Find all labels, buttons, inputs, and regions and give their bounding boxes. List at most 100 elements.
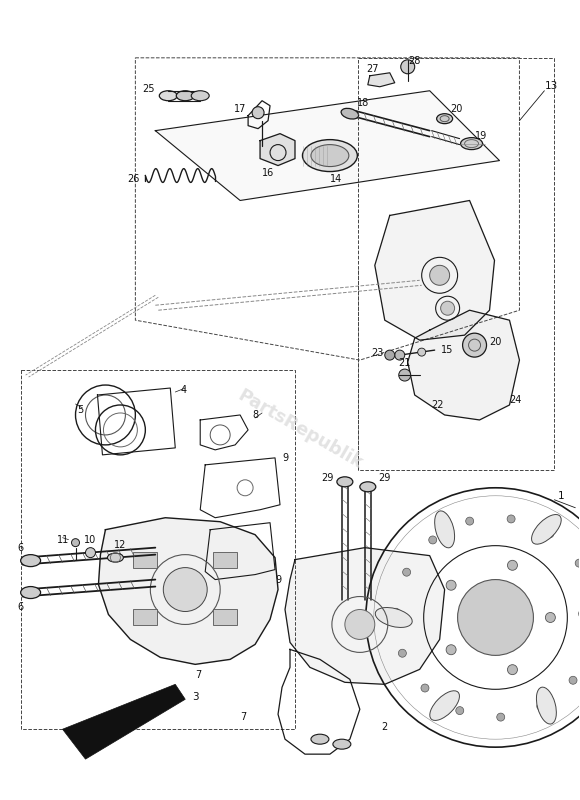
- Text: 26: 26: [127, 174, 140, 183]
- Text: 29: 29: [322, 473, 334, 483]
- Circle shape: [545, 613, 556, 622]
- Circle shape: [575, 559, 580, 567]
- Text: 24: 24: [509, 395, 521, 405]
- Ellipse shape: [303, 140, 357, 171]
- Polygon shape: [63, 684, 185, 759]
- Ellipse shape: [191, 90, 209, 101]
- Text: 1: 1: [558, 490, 565, 501]
- Circle shape: [71, 538, 79, 546]
- Ellipse shape: [437, 114, 452, 124]
- Text: 29: 29: [379, 473, 391, 483]
- Text: 10: 10: [84, 534, 97, 545]
- Ellipse shape: [107, 553, 124, 562]
- Text: 2: 2: [382, 722, 388, 732]
- Circle shape: [569, 676, 577, 684]
- Polygon shape: [213, 552, 237, 567]
- Circle shape: [421, 684, 429, 692]
- Text: 15: 15: [441, 345, 454, 355]
- Text: 19: 19: [476, 130, 488, 141]
- Circle shape: [398, 650, 407, 658]
- Text: 5: 5: [77, 405, 84, 415]
- Polygon shape: [99, 518, 278, 664]
- Text: 6: 6: [17, 602, 24, 611]
- Text: 27: 27: [367, 64, 379, 74]
- Circle shape: [507, 515, 515, 523]
- Circle shape: [430, 266, 450, 286]
- Circle shape: [418, 348, 426, 356]
- Ellipse shape: [536, 687, 556, 724]
- Circle shape: [446, 645, 456, 654]
- Text: 17: 17: [234, 104, 246, 114]
- Ellipse shape: [333, 739, 351, 749]
- Ellipse shape: [375, 607, 412, 627]
- Circle shape: [508, 560, 517, 570]
- Circle shape: [496, 713, 505, 721]
- Ellipse shape: [176, 90, 194, 101]
- Circle shape: [392, 608, 400, 616]
- Circle shape: [401, 60, 415, 74]
- Ellipse shape: [311, 734, 329, 744]
- Polygon shape: [155, 90, 499, 201]
- Text: 9: 9: [282, 453, 288, 463]
- Polygon shape: [285, 548, 445, 684]
- Text: 9: 9: [275, 574, 281, 585]
- Ellipse shape: [579, 607, 580, 627]
- Ellipse shape: [160, 90, 177, 101]
- Text: 7: 7: [195, 670, 201, 680]
- Ellipse shape: [337, 477, 353, 486]
- Circle shape: [537, 702, 545, 710]
- Circle shape: [446, 580, 456, 590]
- Ellipse shape: [21, 554, 41, 566]
- Circle shape: [458, 579, 534, 655]
- Polygon shape: [375, 201, 495, 340]
- Text: 13: 13: [545, 81, 558, 90]
- Text: 25: 25: [142, 84, 155, 94]
- Circle shape: [463, 333, 487, 357]
- Text: 22: 22: [432, 400, 444, 410]
- Circle shape: [398, 369, 411, 381]
- Circle shape: [345, 610, 375, 639]
- Polygon shape: [408, 310, 520, 420]
- Text: 12: 12: [114, 540, 126, 550]
- Circle shape: [546, 530, 554, 538]
- Ellipse shape: [341, 108, 358, 119]
- Polygon shape: [213, 610, 237, 626]
- Ellipse shape: [434, 511, 455, 548]
- Text: 20: 20: [490, 337, 502, 347]
- Text: 28: 28: [408, 56, 421, 66]
- Circle shape: [385, 350, 395, 360]
- Text: 7: 7: [240, 712, 246, 722]
- Circle shape: [403, 568, 411, 576]
- Text: 3: 3: [192, 692, 198, 702]
- Text: 8: 8: [252, 410, 258, 420]
- Circle shape: [466, 517, 474, 525]
- Text: 21: 21: [398, 358, 411, 368]
- Text: PartsRepublik: PartsRepublik: [234, 386, 366, 473]
- Polygon shape: [260, 134, 295, 166]
- Circle shape: [252, 106, 264, 118]
- Circle shape: [164, 567, 207, 611]
- Text: 4: 4: [180, 385, 186, 395]
- Ellipse shape: [311, 145, 349, 166]
- Text: 16: 16: [262, 167, 274, 178]
- Circle shape: [429, 536, 437, 544]
- Ellipse shape: [430, 690, 459, 721]
- Polygon shape: [133, 610, 157, 626]
- Polygon shape: [133, 552, 157, 567]
- Circle shape: [441, 302, 455, 315]
- Circle shape: [508, 665, 517, 674]
- Circle shape: [395, 350, 405, 360]
- Ellipse shape: [461, 138, 483, 150]
- Text: 20: 20: [451, 104, 463, 114]
- Text: 11: 11: [57, 534, 70, 545]
- Ellipse shape: [21, 586, 41, 598]
- Text: 6: 6: [17, 542, 24, 553]
- Polygon shape: [368, 73, 395, 86]
- Ellipse shape: [531, 514, 561, 544]
- Circle shape: [85, 548, 96, 558]
- Circle shape: [456, 706, 464, 714]
- Text: 14: 14: [330, 174, 342, 183]
- Text: 23: 23: [372, 348, 384, 358]
- Text: 18: 18: [357, 98, 369, 108]
- Ellipse shape: [360, 482, 376, 492]
